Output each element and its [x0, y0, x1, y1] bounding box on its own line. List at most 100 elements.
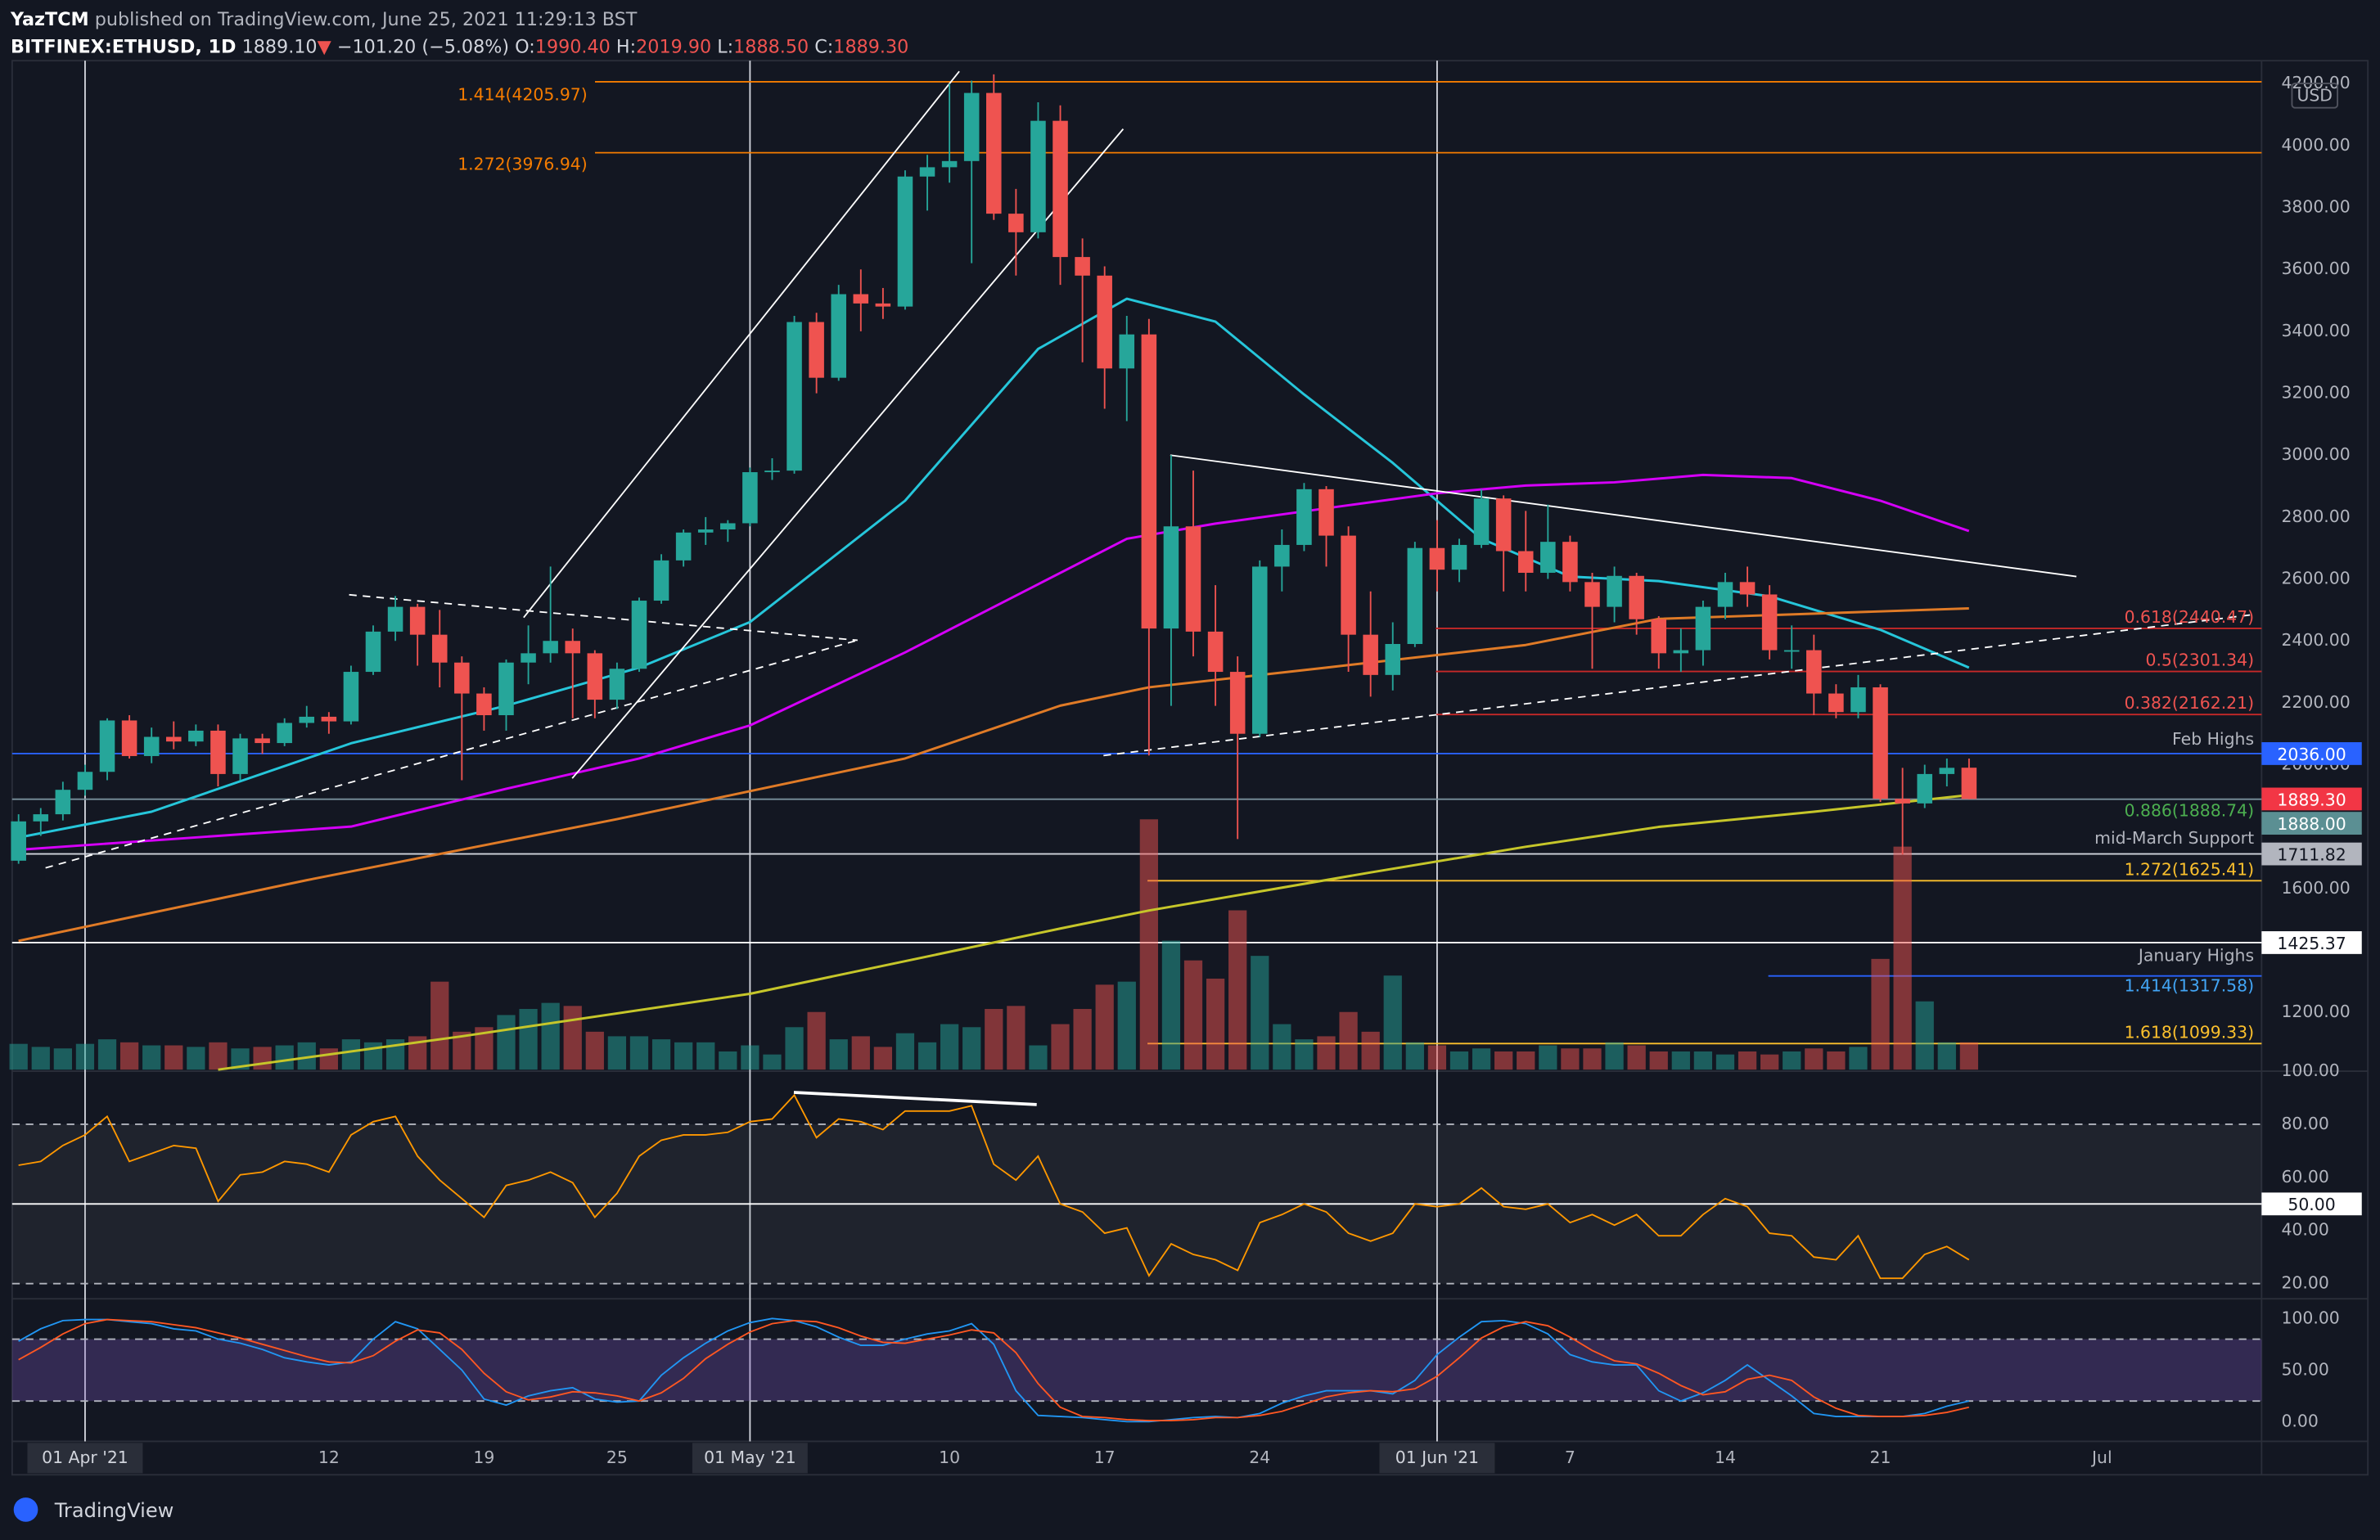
y-tick-label: 1200.00	[2281, 1002, 2350, 1021]
candle-body	[609, 669, 625, 700]
volume-bar	[1715, 1054, 1735, 1070]
candle-body	[1495, 498, 1512, 552]
volume-bar	[1361, 1031, 1380, 1070]
dashed-trendline	[349, 593, 858, 642]
candle-body	[1341, 535, 1356, 635]
volume-bar	[629, 1036, 649, 1070]
volume-bar	[1095, 984, 1114, 1070]
candle-body	[498, 662, 514, 716]
volume-bar	[785, 1027, 804, 1070]
candle-body	[1873, 687, 1888, 799]
volume-bar	[985, 1009, 1003, 1070]
volume-bar	[1783, 1051, 1801, 1070]
price-tag	[2261, 787, 2362, 811]
candle-body	[1629, 575, 1644, 619]
stoch-band	[11, 1339, 2262, 1402]
price-tag-label: 1425.37	[2277, 934, 2346, 953]
candle-body	[1429, 547, 1445, 570]
candle-body	[409, 606, 426, 635]
x-tick-label: 10	[939, 1448, 960, 1467]
close-value: 1889.30	[833, 36, 908, 57]
change: −101.20 (−5.08%)	[337, 36, 509, 57]
candle-body	[299, 716, 315, 723]
candle-body	[1097, 275, 1112, 369]
volume-bar	[1383, 975, 1402, 1070]
volume-bar	[1561, 1048, 1580, 1070]
volume-bar	[1051, 1024, 1070, 1070]
candle-body	[77, 772, 93, 790]
candle-body	[1607, 575, 1622, 607]
candle-body	[1207, 631, 1224, 673]
volume-bar	[1317, 1036, 1336, 1070]
publisher-line: YazTCM published on TradingView.com, Jun…	[10, 9, 638, 30]
volume-bar	[142, 1045, 161, 1070]
volume-bar	[541, 1002, 560, 1070]
volume-bar	[1760, 1054, 1779, 1070]
volume-bar	[1251, 956, 1269, 1070]
volume-bar	[895, 1033, 915, 1070]
volume-bar	[1539, 1045, 1557, 1070]
candle-body	[210, 730, 226, 774]
candle-body	[99, 720, 115, 772]
volume-bar	[1627, 1045, 1646, 1070]
candle-body	[631, 601, 647, 669]
candle-body	[1850, 687, 1866, 713]
candle-body	[1806, 650, 1822, 694]
volume-bar	[430, 981, 449, 1070]
price-tag	[2261, 812, 2362, 835]
stoch-tick-label: 0.00	[2281, 1411, 2318, 1430]
candle-body	[1517, 551, 1534, 573]
candle-body	[897, 176, 913, 307]
volume-bar	[1494, 1051, 1513, 1070]
y-tick-label: 2600.00	[2281, 569, 2350, 588]
volume-bar	[519, 1009, 538, 1070]
volume-bar	[275, 1045, 294, 1070]
x-tick-label: 7	[1565, 1448, 1575, 1467]
channel-upper	[523, 70, 960, 619]
volume-bar	[319, 1048, 338, 1070]
candle-body	[653, 560, 669, 601]
volume-bar	[962, 1027, 981, 1070]
volume-bar	[607, 1036, 627, 1070]
volume-bar	[585, 1031, 604, 1070]
candle-body	[1185, 526, 1201, 632]
y-tick-label: 2200.00	[2281, 692, 2350, 712]
open-label: O:	[515, 36, 535, 57]
candle-body	[1119, 334, 1135, 369]
candle-body	[720, 523, 736, 530]
x-label-box	[692, 1443, 808, 1474]
back-layer	[9, 61, 2262, 1442]
candle-body	[1828, 693, 1844, 713]
volume-bar	[1915, 1001, 1934, 1070]
high-value: 2019.90	[636, 36, 711, 57]
y-tick-label: 4000.00	[2281, 135, 2350, 155]
publisher: YazTCM	[10, 9, 89, 30]
volume-bar	[97, 1039, 117, 1070]
rsi-midline-label: 50.00	[2288, 1195, 2335, 1214]
frame	[11, 60, 2369, 1476]
candle-body	[188, 730, 204, 742]
candle-body	[1141, 334, 1157, 629]
candle-body	[1695, 606, 1711, 651]
volume-bar	[940, 1024, 959, 1070]
volume-bar	[1161, 940, 1181, 1070]
open-value: 1990.40	[535, 36, 611, 57]
volume-bar	[1228, 910, 1247, 1070]
rsi-tick-label: 20.00	[2281, 1273, 2328, 1293]
candle-body	[1717, 582, 1733, 607]
level-label: 0.382(2162.21)	[2125, 693, 2255, 713]
volume-bar	[341, 1039, 361, 1070]
volume-bar	[1183, 960, 1203, 1070]
candle-body	[764, 471, 780, 473]
price-tag-label: 2036.00	[2277, 745, 2346, 764]
rsi-line	[18, 1093, 1970, 1280]
stoch-line	[18, 1318, 1969, 1422]
candle-body	[476, 693, 492, 716]
candle-body	[543, 641, 558, 654]
candle-body	[875, 303, 891, 307]
candle-body	[1163, 526, 1179, 629]
candle-body	[809, 322, 824, 378]
candle-body	[1739, 582, 1756, 595]
candle-body	[1473, 498, 1490, 545]
